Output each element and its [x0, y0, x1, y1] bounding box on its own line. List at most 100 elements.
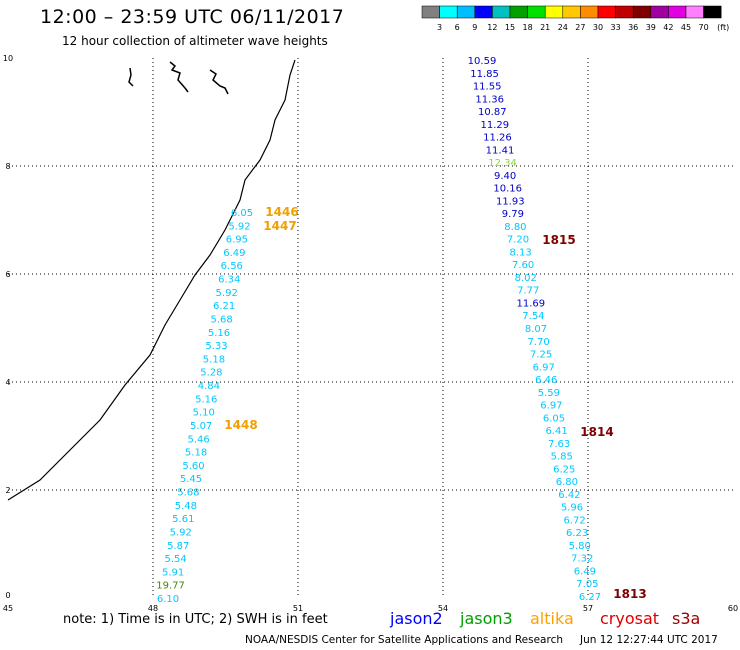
- wave-height-value: 6.97: [533, 362, 555, 373]
- scale-tick-label: 33: [611, 23, 621, 32]
- wave-height-value: 5.18: [185, 448, 207, 459]
- wave-height-value: 5.92: [170, 527, 192, 538]
- generated-timestamp: Jun 12 12:27:44 UTC 2017: [580, 634, 718, 646]
- map-title: 12:00 – 23:59 UTC 06/11/2017: [40, 6, 345, 28]
- wave-height-value: 7.77: [517, 286, 539, 297]
- wave-height-value: 8.02: [515, 273, 537, 284]
- scale-tick-label: 36: [628, 23, 638, 32]
- color-swatch: [632, 5, 652, 19]
- legend-jason3: jason3: [460, 609, 513, 628]
- wave-height-value: 5.92: [228, 221, 250, 232]
- color-swatch: [456, 5, 476, 19]
- wave-height-value: 6.49: [223, 248, 245, 259]
- wave-height-value: 5.85: [551, 452, 573, 463]
- wave-height-value: 5.92: [216, 288, 238, 299]
- wave-height-value: 6.23: [566, 528, 588, 539]
- wave-height-value: 6.25: [553, 464, 575, 475]
- wave-height-value: 5.59: [538, 388, 560, 399]
- wave-height-value: 11.36: [475, 94, 504, 105]
- axis-tick-labels: 45 48 51 54 57 60 0 2 4 6 8 10: [3, 54, 738, 613]
- wave-height-value: 10.59: [468, 56, 497, 67]
- lon-tick-label: 57: [583, 604, 593, 613]
- wave-height-value: 5.68: [210, 314, 232, 325]
- wave-height-value: 6.41: [545, 426, 567, 437]
- wave-height-value: 8.13: [509, 247, 531, 258]
- color-scale-bar[interactable]: 3 6 9 12 15 18 21 24 27 30 33 36 39 42 45 70 (ft): [421, 5, 729, 32]
- island-shape: [169, 61, 189, 93]
- island-shape: [128, 67, 134, 87]
- credit-line: NOAA/NESDIS Center for Satellite Applica…: [245, 634, 563, 646]
- wave-height-value: 6.72: [563, 515, 585, 526]
- wave-height-value: 5.45: [180, 474, 202, 485]
- scale-tick-label: 27: [575, 23, 585, 32]
- wave-height-value: 11.69: [517, 298, 546, 309]
- wave-height-value: 7.54: [522, 311, 544, 322]
- scale-tick-label: 30: [593, 23, 603, 32]
- wave-height-value: 11.41: [486, 145, 515, 156]
- wave-height-value: 9.79: [502, 209, 524, 220]
- color-swatch: [474, 5, 493, 19]
- wave-height-value: 8.07: [525, 324, 547, 335]
- legend-jason2: jason2: [390, 609, 443, 628]
- lat-tick-label: 6: [5, 270, 10, 279]
- wave-height-value: 6.42: [558, 490, 580, 501]
- wave-height-value: 6.80: [556, 477, 578, 488]
- wave-height-value: 12.34: [488, 158, 517, 169]
- wave-height-value: 5.91: [162, 567, 184, 578]
- scale-tick-label: 70: [699, 23, 709, 32]
- wave-height-value: 6.05: [543, 413, 565, 424]
- wave-height-value: 11.55: [473, 82, 502, 93]
- wave-height-value: 19.77: [156, 581, 185, 592]
- wave-height-value: 11.29: [481, 120, 510, 131]
- coastline-path: [7, 59, 296, 501]
- scale-tick-label: 6: [455, 23, 460, 32]
- color-swatch: [650, 5, 669, 19]
- wave-height-value: 7.32: [571, 554, 593, 565]
- island-shape: [209, 69, 229, 95]
- wave-height-value: 9.40: [494, 171, 516, 182]
- wave-height-value: 8.80: [504, 222, 526, 233]
- pass-time-label: 1815: [542, 233, 575, 247]
- wave-height-value: 5.60: [182, 461, 204, 472]
- color-swatch: [703, 5, 722, 19]
- lat-tick-label: 0: [5, 591, 10, 600]
- pass-time-label: 1813: [613, 587, 646, 601]
- color-swatch: [421, 5, 440, 19]
- wave-height-value: 5.80: [569, 541, 591, 552]
- wave-height-value: 5.18: [203, 354, 225, 365]
- scale-tick-label: 15: [505, 23, 515, 32]
- color-swatch: [597, 5, 616, 19]
- color-swatch: [509, 5, 528, 19]
- wave-height-value: 7.60: [512, 260, 534, 271]
- wave-height-value: 7.20: [507, 235, 529, 246]
- wave-height-value: 6.97: [540, 401, 562, 412]
- lon-tick-label: 51: [293, 604, 303, 613]
- coastline: [7, 59, 296, 501]
- color-swatch: [544, 5, 564, 19]
- wave-height-value: 6.46: [535, 375, 557, 386]
- wave-height-value: 5.16: [195, 394, 217, 405]
- legend-altika: altika: [530, 609, 574, 628]
- scale-tick-label: 9: [472, 23, 477, 32]
- wave-height-value: 6.34: [218, 275, 240, 286]
- map-subtitle: 12 hour collection of altimeter wave hei…: [62, 34, 328, 48]
- wave-height-value: 6.05: [231, 208, 253, 219]
- color-swatch: [685, 5, 704, 19]
- pass-time-label: 1446: [265, 205, 298, 219]
- units-note: note: 1) Time is in UTC; 2) SWH is in fe…: [63, 612, 328, 627]
- lon-tick-label: 54: [438, 604, 448, 613]
- scale-tick-label: 12: [487, 23, 497, 32]
- lat-lon-grid: [8, 58, 733, 598]
- wave-height-value: 5.48: [175, 501, 197, 512]
- lat-tick-label: 4: [5, 378, 10, 387]
- legend-cryosat: cryosat: [600, 609, 660, 628]
- legend-s3a: s3a: [672, 609, 701, 628]
- color-swatch: [562, 5, 581, 19]
- wave-height-value: 6.95: [226, 235, 248, 246]
- wave-height-value: 6.21: [213, 301, 235, 312]
- wave-height-value: 6.27: [579, 592, 601, 603]
- wave-height-value: 10.87: [478, 107, 507, 118]
